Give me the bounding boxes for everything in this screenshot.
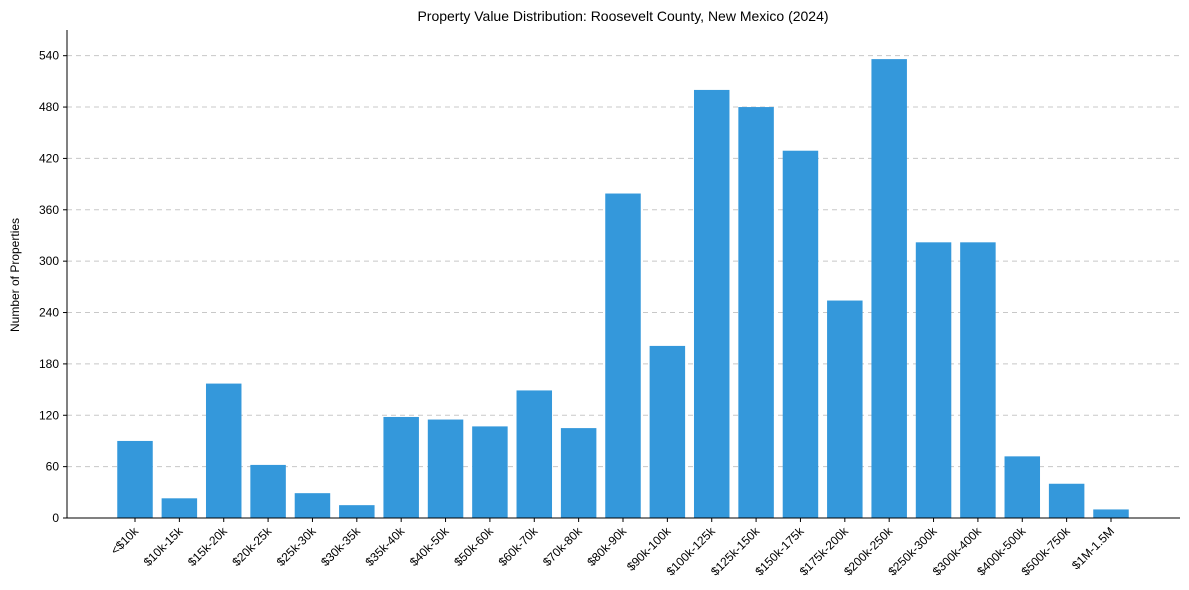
x-tick-label: $30k-35k bbox=[318, 524, 364, 570]
bar bbox=[915, 242, 952, 518]
y-axis-ticks: 0 60 120 180 240 300 360 420 480 540 bbox=[39, 49, 67, 525]
bar bbox=[693, 89, 730, 519]
bar bbox=[1048, 483, 1085, 518]
x-tick-label: $500k-750k bbox=[1019, 524, 1074, 579]
x-tick-label: $15k-20k bbox=[185, 524, 231, 570]
y-tick-label: 240 bbox=[39, 306, 59, 320]
x-tick-label: $60k-70k bbox=[496, 524, 542, 570]
x-tick-label: $1M-1.5M bbox=[1069, 524, 1117, 572]
chart-title: Property Value Distribution: Roosevelt C… bbox=[417, 8, 828, 24]
bar bbox=[516, 390, 553, 518]
y-tick-label: 300 bbox=[39, 254, 59, 268]
x-tick-label: <$10k bbox=[108, 524, 142, 558]
bar bbox=[294, 493, 331, 518]
x-axis-ticks: <$10k $10k-15k $15k-20k $20k-25k $25k-30k $30… bbox=[108, 518, 1117, 578]
y-tick-label: 0 bbox=[52, 511, 59, 525]
bar bbox=[871, 59, 907, 519]
bar bbox=[960, 242, 996, 518]
bars bbox=[117, 59, 1129, 519]
y-axis-label: Number of Properties bbox=[8, 218, 22, 332]
bar bbox=[383, 416, 419, 518]
x-tick-label: $40k-50k bbox=[407, 524, 453, 570]
bar bbox=[472, 426, 508, 518]
bar bbox=[427, 419, 464, 518]
y-tick-label: 360 bbox=[39, 203, 59, 217]
bar bbox=[250, 464, 286, 518]
y-tick-label: 60 bbox=[46, 460, 60, 474]
x-tick-label: $80k-90k bbox=[584, 524, 630, 570]
bar bbox=[1093, 509, 1129, 518]
bar bbox=[560, 428, 597, 518]
y-tick-label: 480 bbox=[39, 100, 59, 114]
x-tick-label: $20k-25k bbox=[229, 524, 275, 570]
x-tick-label: $25k-30k bbox=[274, 524, 320, 570]
bar bbox=[738, 107, 774, 518]
bar bbox=[1004, 456, 1041, 518]
y-tick-label: 180 bbox=[39, 357, 59, 371]
bar bbox=[339, 505, 375, 518]
bar bbox=[649, 345, 686, 518]
bar bbox=[117, 440, 153, 518]
y-tick-label: 120 bbox=[39, 408, 59, 422]
x-tick-label: $35k-40k bbox=[362, 524, 408, 570]
y-tick-label: 420 bbox=[39, 151, 59, 165]
x-tick-label: $50k-60k bbox=[451, 524, 497, 570]
bar bbox=[205, 383, 242, 518]
bar bbox=[605, 193, 641, 518]
bar bbox=[827, 300, 863, 518]
bar bbox=[782, 150, 819, 518]
bar bbox=[161, 498, 198, 518]
x-tick-label: $70k-80k bbox=[540, 524, 586, 570]
y-tick-label: 540 bbox=[39, 49, 59, 63]
x-tick-label: $10k-15k bbox=[141, 524, 187, 570]
